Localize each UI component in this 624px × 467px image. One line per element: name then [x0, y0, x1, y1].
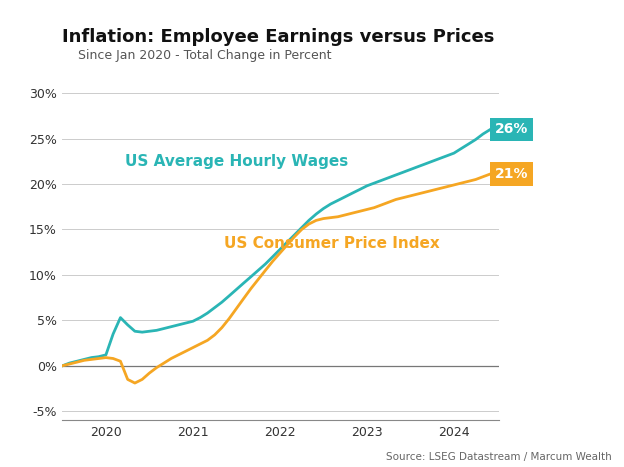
- Text: 26%: 26%: [495, 122, 528, 136]
- Text: Source: LSEG Datastream / Marcum Wealth: Source: LSEG Datastream / Marcum Wealth: [386, 453, 612, 462]
- Text: US Consumer Price Index: US Consumer Price Index: [224, 235, 440, 251]
- Text: US Average Hourly Wages: US Average Hourly Wages: [125, 154, 348, 169]
- Text: Inflation: Employee Earnings versus Prices: Inflation: Employee Earnings versus Pric…: [62, 28, 495, 46]
- Text: 21%: 21%: [495, 167, 528, 181]
- Text: Since Jan 2020 - Total Change in Percent: Since Jan 2020 - Total Change in Percent: [78, 49, 331, 62]
